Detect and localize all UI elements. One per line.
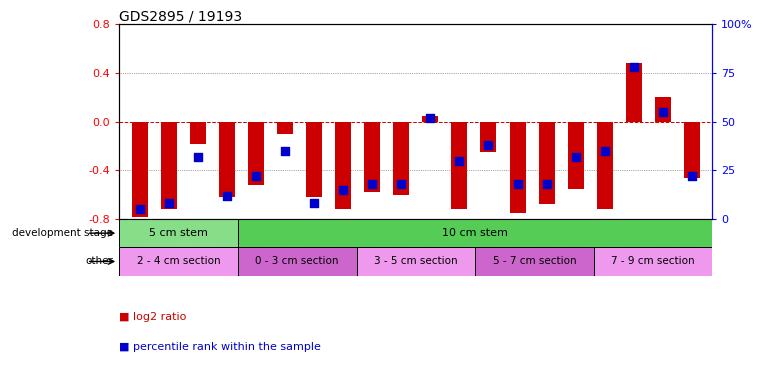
Text: 2 - 4 cm section: 2 - 4 cm section <box>137 256 220 267</box>
Text: 3 - 5 cm section: 3 - 5 cm section <box>374 256 457 267</box>
Point <box>454 158 466 164</box>
Bar <box>538 122 554 204</box>
Bar <box>422 116 438 122</box>
Point <box>162 200 175 206</box>
Bar <box>480 122 497 152</box>
Point <box>657 109 669 115</box>
Bar <box>597 122 613 209</box>
Bar <box>626 63 641 122</box>
Bar <box>594 248 712 276</box>
Text: 0 - 3 cm section: 0 - 3 cm section <box>256 256 339 267</box>
Text: other: other <box>85 256 113 267</box>
Text: 10 cm stem: 10 cm stem <box>442 228 508 238</box>
Bar <box>306 122 322 197</box>
Bar <box>161 122 177 209</box>
Text: 5 cm stem: 5 cm stem <box>149 228 208 238</box>
Bar <box>238 248 357 276</box>
Point <box>482 142 494 148</box>
Bar <box>684 122 700 178</box>
Point <box>192 154 204 160</box>
Bar <box>510 122 525 213</box>
Bar <box>277 122 293 134</box>
Bar <box>248 122 264 185</box>
Bar <box>219 122 235 197</box>
Point <box>308 200 320 206</box>
Point <box>628 64 640 70</box>
Bar <box>393 122 410 195</box>
Point <box>424 115 437 121</box>
Point <box>133 206 146 212</box>
Point <box>249 173 262 179</box>
Text: 5 - 7 cm section: 5 - 7 cm section <box>493 256 576 267</box>
Point <box>279 148 291 154</box>
Point <box>541 181 553 187</box>
Bar <box>238 219 712 248</box>
Bar <box>567 122 584 189</box>
Text: ■ log2 ratio: ■ log2 ratio <box>119 312 186 322</box>
Point <box>686 173 698 179</box>
Bar <box>475 248 594 276</box>
Bar <box>364 122 380 192</box>
Bar <box>190 122 206 144</box>
Point <box>366 181 378 187</box>
Bar <box>357 248 475 276</box>
Text: 7 - 9 cm section: 7 - 9 cm section <box>611 256 695 267</box>
Text: GDS2895 / 19193: GDS2895 / 19193 <box>119 9 243 23</box>
Bar <box>451 122 467 209</box>
Bar <box>654 98 671 122</box>
Text: development stage: development stage <box>12 228 113 238</box>
Bar <box>132 122 148 217</box>
Bar <box>119 248 238 276</box>
Point <box>570 154 582 160</box>
Text: ■ percentile rank within the sample: ■ percentile rank within the sample <box>119 342 321 352</box>
Point <box>337 187 350 193</box>
Point <box>221 193 233 199</box>
Bar <box>119 219 238 248</box>
Point <box>598 148 611 154</box>
Bar <box>335 122 351 209</box>
Point <box>511 181 524 187</box>
Point <box>395 181 407 187</box>
